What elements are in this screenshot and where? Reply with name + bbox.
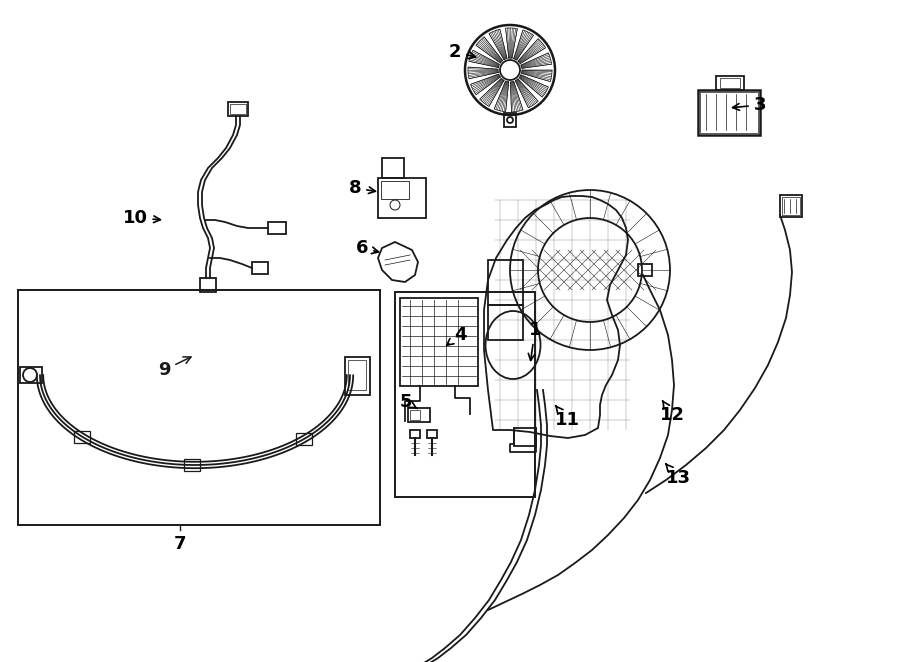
Bar	[716, 76, 744, 90]
Text: 3: 3	[733, 96, 766, 114]
Bar	[427, 430, 437, 438]
Text: 5: 5	[400, 393, 418, 411]
Text: 7: 7	[174, 535, 186, 553]
Text: 13: 13	[665, 464, 690, 487]
Bar	[381, 181, 409, 199]
Text: 10: 10	[122, 209, 160, 227]
Bar	[638, 264, 652, 276]
Bar	[20, 367, 42, 383]
Bar	[230, 104, 246, 114]
Text: 2: 2	[449, 43, 475, 61]
Bar	[295, 433, 311, 446]
Bar	[410, 430, 420, 438]
Bar	[410, 410, 420, 420]
Text: 12: 12	[660, 401, 685, 424]
Bar	[698, 90, 760, 135]
Bar	[400, 298, 478, 386]
Bar	[228, 102, 248, 116]
Bar	[378, 178, 426, 218]
Bar	[488, 260, 523, 305]
Bar	[252, 262, 268, 274]
Bar	[382, 158, 404, 178]
Bar	[504, 113, 516, 127]
Bar	[200, 278, 216, 292]
Bar	[348, 360, 366, 390]
Bar	[488, 305, 523, 340]
Bar	[700, 92, 758, 133]
Bar	[18, 290, 380, 525]
Text: 4: 4	[446, 326, 466, 345]
Bar	[184, 459, 200, 471]
Bar	[782, 197, 800, 215]
Bar	[395, 292, 535, 497]
Bar	[780, 195, 802, 217]
Bar	[268, 222, 286, 234]
Text: 1: 1	[528, 321, 541, 360]
Text: 11: 11	[554, 406, 580, 429]
Text: 9: 9	[158, 357, 191, 379]
Text: 6: 6	[356, 239, 379, 257]
Bar	[720, 78, 740, 88]
Bar	[345, 357, 370, 395]
Bar	[514, 428, 536, 446]
Bar	[74, 431, 90, 443]
Text: 8: 8	[348, 179, 375, 197]
Bar	[408, 408, 430, 422]
